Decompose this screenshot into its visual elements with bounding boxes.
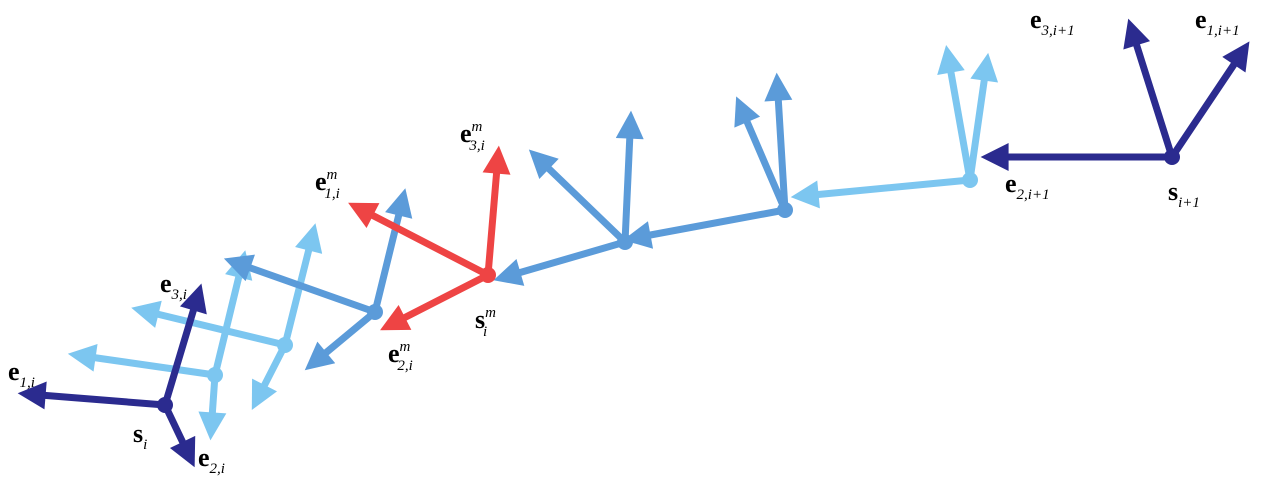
frame-origin [617,234,633,250]
axis-arrow [1172,60,1237,157]
axis-arrow [970,75,985,180]
axis-arrow [153,313,285,345]
frame-label: e1,i [8,357,35,391]
frame-label: e3,i+1 [1030,5,1075,39]
label-sub: i [143,437,147,453]
label-sup: m [472,119,483,135]
frame-origin [157,397,173,413]
frame-origin [480,267,496,283]
axis-arrow [488,168,497,275]
frame-origin [207,367,223,383]
axis-arrow [215,272,240,375]
axis-arrow [285,245,310,345]
label-base: e [160,269,172,298]
frame-label: e1,i+1 [1195,5,1240,39]
frames-diagram: e3,i+1e1,i+1e2,i+1si+1em3,iem1,iem2,ismi… [0,0,1274,477]
label-sub: 3,i [171,287,187,303]
frame-label: si+1 [1168,177,1200,211]
label-sup: m [327,167,338,183]
axis-arrow [90,357,215,375]
label-base: e [1005,169,1017,198]
label-sub: i+1 [1178,195,1200,211]
label-sup: m [485,305,496,321]
axis-arrow [1135,40,1172,157]
frame-label: e2,i+1 [1005,169,1050,203]
label-sub: 3,i+1 [1041,23,1075,39]
label-sub: 1,i [324,186,339,202]
frame-origin [277,337,293,353]
label-base: e [1030,5,1042,34]
frame-label: e3,i [160,269,187,303]
frame-origin [777,202,793,218]
axis-arrow [625,133,630,242]
axis-arrow [545,165,625,242]
axis-arrow [245,266,375,312]
label-sub: 2,i+1 [1017,187,1050,203]
label-sup: m [400,339,411,355]
axis-arrow [40,395,165,405]
label-base: e [198,443,210,472]
axis-arrow [950,67,970,180]
axis-arrow [645,210,785,236]
frame-origin [1164,149,1180,165]
label-sub: i [483,324,487,340]
axis-arrow [515,242,625,274]
frame-label: si [133,419,147,453]
axis-arrow [813,180,970,195]
label-sub: 2,i [210,461,225,477]
label-base: e [8,357,20,386]
label-base: s [133,419,143,448]
frame-label: e2,i [198,443,225,477]
label-sub: 1,i [20,375,35,391]
label-sub: 3,i [468,138,484,154]
label-base: s [1168,177,1178,206]
frame-origin [367,304,383,320]
label-base: e [1195,5,1207,34]
label-sub: 1,i+1 [1207,23,1240,39]
label-sub: 2,i [397,358,412,374]
frame-arrows [40,40,1237,447]
frame-origin [962,172,978,188]
axis-arrow [322,312,375,356]
